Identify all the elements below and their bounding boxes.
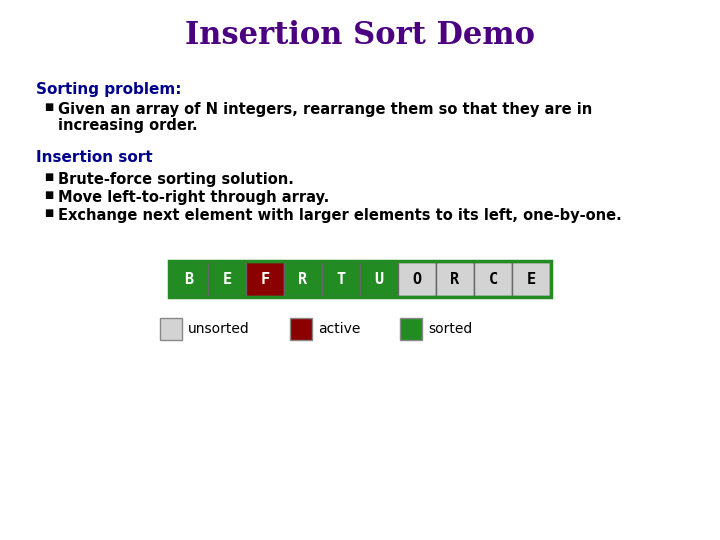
- Text: ■: ■: [44, 208, 53, 218]
- Bar: [170, 262, 208, 296]
- Text: O: O: [413, 272, 422, 287]
- Text: ■: ■: [44, 102, 53, 112]
- Bar: [169, 261, 551, 297]
- Bar: [208, 262, 246, 296]
- Text: sorted: sorted: [428, 322, 472, 336]
- Text: Insertion sort: Insertion sort: [36, 150, 153, 165]
- Text: unsorted: unsorted: [188, 322, 250, 336]
- Text: increasing order.: increasing order.: [58, 118, 197, 133]
- Text: B: B: [184, 272, 194, 287]
- Text: U: U: [374, 272, 384, 287]
- Text: Insertion Sort Demo: Insertion Sort Demo: [185, 21, 535, 51]
- Bar: [246, 262, 284, 296]
- Bar: [400, 318, 422, 340]
- Bar: [512, 262, 550, 296]
- Bar: [398, 262, 436, 296]
- Text: active: active: [318, 322, 361, 336]
- Text: ■: ■: [44, 190, 53, 200]
- Text: R: R: [298, 272, 307, 287]
- Text: Sorting problem:: Sorting problem:: [36, 82, 181, 97]
- Text: ■: ■: [44, 172, 53, 182]
- Bar: [360, 262, 398, 296]
- Bar: [284, 262, 322, 296]
- Bar: [290, 318, 312, 340]
- Text: Brute-force sorting solution.: Brute-force sorting solution.: [58, 172, 294, 187]
- Text: T: T: [336, 272, 346, 287]
- Bar: [322, 262, 360, 296]
- Text: F: F: [261, 272, 269, 287]
- Bar: [474, 262, 512, 296]
- Text: Exchange next element with larger elements to its left, one-by-one.: Exchange next element with larger elemen…: [58, 208, 622, 223]
- Text: R: R: [451, 272, 459, 287]
- Text: Given an array of N integers, rearrange them so that they are in: Given an array of N integers, rearrange …: [58, 102, 593, 117]
- Bar: [160, 318, 182, 340]
- Text: C: C: [488, 272, 498, 287]
- Text: Move left-to-right through array.: Move left-to-right through array.: [58, 190, 329, 205]
- Bar: [436, 262, 474, 296]
- Text: E: E: [222, 272, 232, 287]
- Text: E: E: [526, 272, 536, 287]
